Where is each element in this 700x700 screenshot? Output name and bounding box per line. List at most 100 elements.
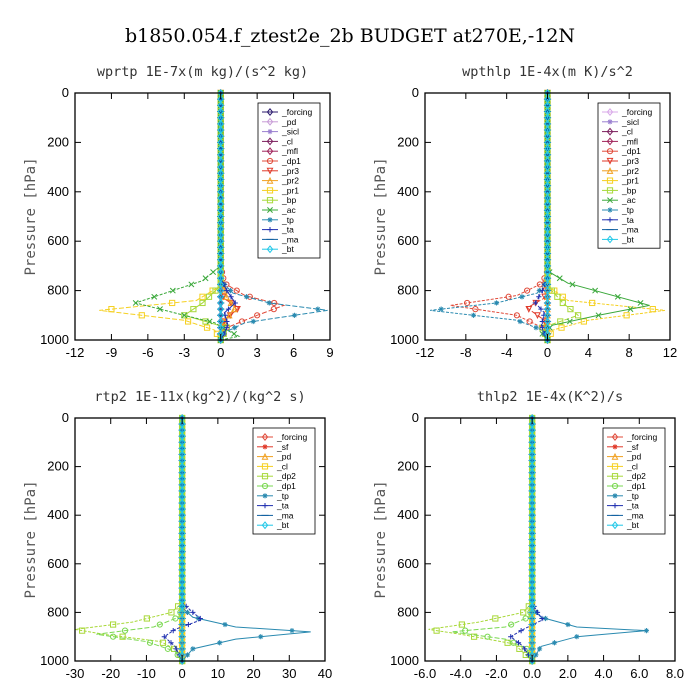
data-point [197, 615, 203, 622]
legend-label: _bt [281, 244, 294, 254]
legend-entry: _ma [257, 510, 294, 520]
data-point [504, 639, 511, 646]
legend-entry: _sicl [602, 117, 639, 127]
x-tick-label: -30 [66, 666, 85, 681]
data-point [203, 324, 211, 331]
series-line [547, 93, 665, 341]
legend-entry: _dp2 [257, 471, 296, 481]
data-point [464, 299, 471, 307]
data-point [528, 657, 536, 665]
data-point [623, 312, 630, 319]
legend-marker [606, 127, 614, 136]
data-point [222, 293, 230, 300]
x-tick-label: 0.0 [523, 666, 541, 681]
legend-marker [266, 176, 274, 184]
legend: _forcing_sicl_cl_mfl_dp1_pr3_pr2_pr1_bp_… [597, 102, 661, 249]
legend-marker [606, 167, 614, 174]
data-point [232, 300, 238, 306]
legend-marker [606, 108, 614, 116]
legend-marker [262, 503, 268, 509]
x-tick-label: -2.0 [485, 666, 507, 681]
legend-entry: _dp1 [602, 146, 641, 156]
legend-label: _cl [276, 461, 288, 471]
legend-label: _sf [626, 442, 639, 452]
legend-label: _sicl [281, 127, 299, 137]
data-point [151, 293, 158, 300]
y-axis-label: Pressure [hPa] [23, 157, 39, 275]
plot-frame [74, 417, 326, 662]
data-point [170, 628, 176, 634]
data-point [190, 646, 196, 652]
data-point [185, 621, 191, 628]
data-point [556, 275, 563, 282]
legend-label: _ma [281, 234, 299, 244]
data-point [643, 628, 650, 634]
legend-marker [266, 147, 274, 156]
legend-marker [612, 444, 618, 450]
x-tick-label: -12 [66, 345, 85, 360]
data-point [121, 627, 129, 634]
y-tick-label: 800 [397, 604, 419, 619]
data-point [202, 275, 209, 282]
data-point [210, 269, 217, 276]
legend-entry: _tp [262, 215, 294, 225]
x-tick-label: -6 [142, 345, 154, 360]
legend-label: _ma [626, 510, 644, 520]
legend-label: _ma [276, 510, 294, 520]
data-point [190, 609, 196, 615]
data-point [534, 609, 541, 615]
x-tick-label: 9 [326, 345, 333, 360]
panel-wprtp: wprtp 1E-7x(m kg)/(s^2 kg) Pressure [hPa]… [23, 64, 334, 360]
data-point [518, 628, 524, 634]
data-point [559, 299, 566, 307]
legend-label: _pr1 [281, 185, 299, 195]
series-line [181, 418, 311, 662]
data-point [551, 640, 558, 646]
series-bt [178, 414, 186, 665]
legend-label: _bp [281, 195, 296, 205]
series-dp2 [74, 414, 186, 665]
legend-entry: _bt [602, 234, 634, 244]
legend-label: _mfl [621, 136, 638, 146]
data-point [173, 646, 179, 652]
data-point [132, 299, 139, 306]
data-point [505, 293, 512, 300]
legend-marker [611, 433, 619, 441]
legend-entry: _mfl [602, 136, 638, 146]
legend-entry: _dp1 [257, 481, 296, 491]
legend-marker [266, 108, 274, 116]
data-point [224, 288, 230, 294]
legend: _forcing_pd_sicl_cl_mfl_dp1_pr3_pr2_pr1_… [257, 102, 321, 259]
data-point [119, 633, 126, 640]
legend-entry: _cl [257, 461, 288, 471]
data-point [484, 633, 491, 640]
data-point [234, 306, 241, 313]
data-point [227, 299, 235, 307]
data-point [228, 294, 234, 300]
y-tick-label: 400 [47, 507, 69, 522]
x-tick-label: 0 [217, 345, 224, 360]
series-line [163, 418, 203, 662]
series-bt [528, 414, 536, 665]
data-point [79, 627, 86, 634]
data-point [516, 645, 523, 652]
data-point [519, 294, 525, 300]
x-tick-label: 3 [254, 345, 261, 360]
legend-entry: _forcing [257, 432, 308, 442]
x-tick-label: 4 [585, 345, 592, 360]
legend-entry: _dp2 [607, 471, 646, 481]
data-point [172, 615, 179, 622]
data-point [539, 615, 545, 622]
y-tick-label: 200 [47, 459, 69, 474]
x-tick-label: 8 [626, 345, 633, 360]
legend-marker [606, 235, 614, 244]
legend-entry: _sf [257, 442, 289, 452]
legend-label: _bt [276, 520, 289, 530]
legend-entry: _mfl [262, 146, 298, 156]
y-tick-label: 200 [397, 459, 419, 474]
legend-label: _forcing [276, 432, 308, 442]
data-point [143, 615, 150, 622]
legend-entry: _pr3 [602, 156, 639, 166]
data-point [226, 312, 234, 320]
panel-title: wprtp 1E-7x(m kg)/(s^2 kg) [97, 64, 308, 80]
